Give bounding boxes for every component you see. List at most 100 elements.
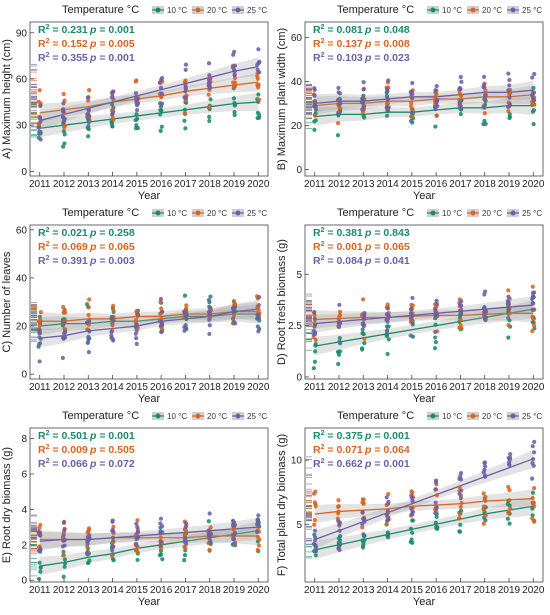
data-point <box>62 564 67 569</box>
data-point <box>231 96 236 101</box>
data-point <box>433 312 438 317</box>
x-tick-label: 2016 <box>150 382 173 393</box>
data-point <box>384 332 389 337</box>
r2-annotation: R2 = 0.231 <box>38 24 88 36</box>
r2-symbol: R <box>38 255 46 267</box>
x-axis-title: Year <box>138 596 161 608</box>
data-point <box>61 574 66 579</box>
data-point <box>384 101 390 106</box>
p-annotation: p = 0.001 <box>364 430 410 442</box>
data-point <box>257 115 262 120</box>
x-tick-label: 2014 <box>101 585 124 596</box>
data-point <box>312 99 318 104</box>
data-point <box>433 487 439 492</box>
data-point <box>207 309 212 314</box>
data-point <box>182 111 187 116</box>
p-symbol: p <box>89 241 97 253</box>
data-point <box>530 476 535 481</box>
r2-annotation: R2 = 0.152 <box>38 38 88 50</box>
p-value: = 0.505 <box>96 444 134 456</box>
data-point <box>408 118 414 124</box>
data-point <box>38 547 43 552</box>
y-tick-label: 40 <box>291 77 303 88</box>
data-point <box>62 141 67 146</box>
data-point <box>532 486 537 491</box>
p-value: = 0.843 <box>371 227 409 239</box>
data-point <box>231 52 236 57</box>
data-point <box>506 509 511 515</box>
data-point <box>110 90 115 95</box>
data-point <box>336 324 342 330</box>
data-point <box>409 100 414 106</box>
data-point <box>530 307 535 313</box>
data-point <box>135 530 140 535</box>
data-point <box>337 336 342 341</box>
x-tick-label: 2013 <box>77 382 100 393</box>
data-point <box>531 456 536 462</box>
p-symbol: p <box>364 38 372 50</box>
data-point <box>385 535 391 540</box>
legend-label: 10 °C <box>442 6 462 15</box>
legend-swatch-dot <box>470 7 476 13</box>
x-tick-label: 2011 <box>304 179 326 190</box>
data-point <box>111 105 116 110</box>
data-point <box>182 324 187 330</box>
data-point <box>206 92 211 97</box>
legend: Temperature °C 10 °C 20 °C 25 °C <box>337 207 542 219</box>
data-point <box>312 528 318 533</box>
data-point <box>110 535 116 540</box>
data-point <box>410 303 415 308</box>
data-point <box>385 306 390 311</box>
data-point <box>531 316 537 321</box>
data-point <box>482 467 487 472</box>
legend-label: 20 °C <box>482 412 502 421</box>
data-point <box>530 328 535 334</box>
data-point <box>208 540 213 545</box>
data-point <box>458 504 463 509</box>
data-point <box>312 359 318 364</box>
data-point <box>482 292 487 297</box>
data-point <box>110 94 115 99</box>
trend-line <box>39 81 259 114</box>
data-point <box>337 339 342 344</box>
x-tick-label: 2016 <box>425 382 448 393</box>
data-point <box>434 298 439 303</box>
legend-swatch-dot <box>510 413 516 419</box>
y-axis-title: B) Maximum plant width (cm) <box>276 28 288 170</box>
data-point <box>530 75 535 80</box>
data-point <box>530 284 535 289</box>
legend-swatch-dot <box>235 7 241 13</box>
data-point <box>505 516 510 521</box>
legend-label: 25 °C <box>247 6 267 15</box>
data-point <box>134 328 139 333</box>
data-point <box>37 88 42 93</box>
y-tick-label: 60 <box>291 33 303 44</box>
data-point <box>433 322 438 327</box>
data-point <box>457 91 462 96</box>
legend-swatch-dot <box>510 210 516 216</box>
legend-swatch-dot <box>430 7 436 13</box>
data-point <box>60 115 65 120</box>
data-point <box>458 106 464 111</box>
data-point <box>483 518 488 523</box>
legend-title: Temperature °C <box>62 207 139 219</box>
data-point <box>507 91 512 96</box>
data-point <box>159 124 164 129</box>
trend-line <box>39 66 259 122</box>
r2-annotation: R2 = 0.066 <box>38 458 88 470</box>
data-point <box>384 87 390 92</box>
r2-symbol: R <box>313 227 321 239</box>
data-point <box>360 297 366 302</box>
p-value: = 0.001 <box>96 430 134 442</box>
data-point <box>360 96 365 101</box>
data-point <box>409 512 415 517</box>
data-point <box>207 323 212 328</box>
data-point <box>231 84 237 90</box>
data-point <box>434 526 439 531</box>
p-annotation: p = 0.008 <box>364 38 410 50</box>
data-point <box>158 112 163 117</box>
data-point <box>433 511 438 516</box>
data-point <box>158 85 164 90</box>
data-point <box>62 561 68 566</box>
data-point <box>410 107 415 112</box>
